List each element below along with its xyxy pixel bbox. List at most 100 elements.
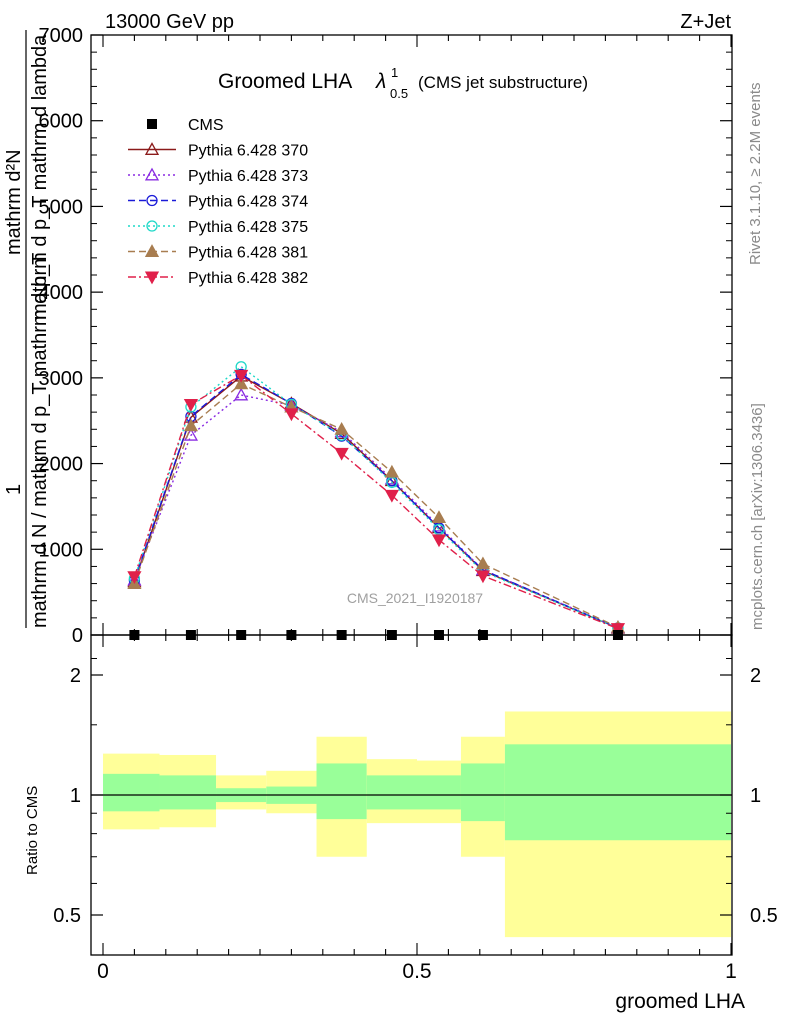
legend-marker [144, 244, 160, 257]
ratio-ytick-label: 2 [70, 665, 81, 687]
x-axis-label: groomed LHA [615, 990, 745, 1013]
ratio-band-green [366, 775, 417, 810]
legend-marker [147, 119, 157, 129]
series-point [234, 387, 249, 401]
main-ytick-label: 2000 [39, 454, 84, 476]
main-ytick-label: 3000 [39, 368, 84, 390]
legend-item: Pythia 6.428 374 [128, 194, 308, 211]
series-point [475, 556, 491, 570]
legend-marker [144, 167, 160, 181]
series-point [234, 376, 249, 390]
series-point [431, 534, 447, 548]
legend-item: CMS [147, 117, 224, 134]
legend-item: Pythia 6.428 370 [128, 142, 308, 160]
title-sup: 1 [391, 65, 398, 80]
main-ytick-label: 1000 [39, 539, 84, 561]
legend-label: Pythia 6.428 374 [188, 194, 308, 211]
cms-point [386, 630, 397, 640]
legend-marker [144, 271, 160, 285]
series-point [384, 464, 399, 478]
title-sub: 0.5 [390, 86, 408, 101]
cms-point [129, 630, 140, 640]
series-line [133, 373, 619, 629]
legend-label: Pythia 6.428 375 [188, 219, 308, 236]
main-ytick-label: 5000 [39, 196, 84, 218]
main-y-axis: 0 1000 2000 3000 4000 5000 6000 7000 [39, 25, 732, 647]
ratio-band-green [460, 763, 505, 822]
mcplots-label: mcplots.cern.ch [arXiv:1306.3436] [749, 403, 766, 630]
header-right: Z+Jet [680, 11, 731, 33]
ratio-y-axis: 0.5 0.5 1 1 2 2 [53, 657, 778, 927]
x-axis: 0 0.5 1 [97, 35, 737, 983]
legend-label: CMS [188, 117, 224, 134]
legend-label: Pythia 6.428 382 [188, 270, 308, 287]
legend-marker [144, 142, 160, 155]
cms-point [236, 630, 247, 640]
series-point [284, 408, 299, 422]
ylabel-prefix: 1 [3, 484, 25, 495]
series-point [234, 369, 249, 383]
series-line [133, 374, 619, 630]
ratio-band-green [417, 775, 461, 810]
series-point [183, 398, 199, 412]
main-ytick-label: 0 [72, 625, 83, 647]
main-ytick-label: 7000 [39, 25, 84, 47]
cms-data-points [129, 630, 623, 640]
ratio-ytick-label-right: 0.5 [750, 905, 778, 927]
series-point [384, 489, 399, 503]
cms-point [477, 630, 488, 640]
ratio-ytick-label: 0.5 [53, 905, 81, 927]
series-point [431, 510, 447, 524]
cms-point [286, 630, 297, 640]
series-line [133, 365, 619, 629]
series-point [183, 418, 199, 432]
cms-point [185, 630, 196, 640]
x-tick-label: 1 [725, 960, 737, 983]
legend-item: Pythia 6.428 382 [128, 270, 308, 287]
analysis-id: CMS_2021_I1920187 [347, 590, 483, 606]
cms-point [336, 630, 347, 640]
main-ytick-label: 6000 [39, 111, 84, 133]
x-tick-label: 0.5 [402, 960, 431, 983]
title-main: Groomed LHA [218, 70, 352, 93]
legend-label: Pythia 6.428 370 [188, 143, 308, 160]
series-layer [127, 361, 626, 636]
legend: CMS Pythia 6.428 370 Pythia 6.428 373 Pythi… [128, 117, 308, 287]
cms-point [612, 630, 623, 640]
ratio-ytick-label-right: 1 [750, 785, 761, 807]
legend-label: Pythia 6.428 381 [188, 245, 308, 262]
series-point [334, 421, 349, 435]
series-point [475, 570, 491, 584]
rivet-label: Rivet 3.1.10, ≥ 2.2M events [747, 83, 764, 266]
ratio-band-green [159, 775, 217, 810]
ylabel-denominator: mathrm d p_T mathrm d lambda [29, 34, 51, 320]
ratio-ytick-label-right: 2 [750, 665, 761, 687]
series-point [610, 623, 626, 636]
main-ytick-label: 4000 [39, 282, 84, 304]
legend-item: Pythia 6.428 373 [128, 167, 308, 185]
header-left: 13000 GeV pp [105, 11, 234, 33]
ylabel-numerator: mathrm d²N [3, 149, 25, 255]
legend-item: Pythia 6.428 375 [128, 219, 308, 236]
cms-point [433, 630, 444, 640]
ratio-band-green [103, 773, 160, 812]
chart-title: Groomed LHA λ 1 0.5 (CMS jet substructur… [218, 65, 588, 101]
title-note: (CMS jet substructure) [418, 73, 588, 92]
legend-label: Pythia 6.428 373 [188, 168, 308, 185]
ratio-band-green [504, 744, 731, 841]
legend-item: Pythia 6.428 381 [128, 244, 308, 262]
main-y-label: mathrm d²N mathrm d p_T mathrm d lambda … [3, 30, 51, 628]
series-point [127, 571, 142, 585]
ratio-band-green [316, 763, 367, 820]
ratio-bands [103, 711, 731, 938]
series-point [334, 447, 349, 461]
ylabel-full: mathrm d N / mathrm d p_T mathrm d p_T [29, 253, 51, 628]
series-line [133, 394, 619, 629]
ratio-ytick-label: 1 [70, 785, 81, 807]
legend-marker [146, 220, 158, 232]
ratio-y-label: Ratio to CMS [24, 786, 41, 875]
x-tick-label: 0 [97, 960, 109, 983]
title-symbol: λ [375, 70, 386, 93]
legend-marker [146, 194, 158, 207]
